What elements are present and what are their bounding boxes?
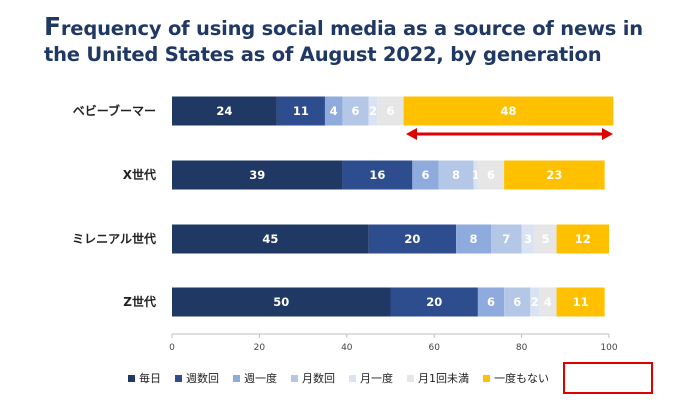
bar-segment [456,224,492,254]
data-label: 24 [216,104,232,118]
category-label: ベビーブーマー [73,103,156,118]
x-tick-label: 40 [341,343,353,353]
legend-label: 一度もない [494,372,549,385]
data-label: 11 [573,295,589,309]
data-label: 8 [452,168,460,182]
data-label: 8 [470,232,478,246]
bar-segment [556,287,605,317]
bar-segment [403,96,614,126]
legend-label: 月一度 [360,372,393,385]
data-label: 7 [502,232,510,246]
data-label: 4 [544,295,552,309]
data-label: 6 [352,104,360,118]
bar-segment [172,160,343,190]
bar-segment [473,160,478,190]
legend-item: 月一度 [349,370,393,386]
legend-swatch [291,374,298,382]
legend-item: 月1回未満 [407,370,469,386]
x-tick-label: 0 [169,343,175,353]
annotation-arrow-head-right [602,128,613,140]
legend-swatch [407,374,414,382]
data-label: 6 [386,104,394,118]
legend-label: 週数回 [186,372,219,385]
bar-segment [342,96,369,126]
bar-segment [438,160,474,190]
bar-segment [504,287,531,317]
legend-label: 週一度 [244,372,277,385]
data-label: 6 [487,295,495,309]
category-label: Z世代 [123,294,156,309]
bar-segment [521,224,535,254]
legend-highlight-box [563,362,653,394]
legend-label: 月1回未満 [418,372,469,385]
bar-segment [530,287,540,317]
data-label: 39 [249,168,265,182]
chart-title: Frequency of using social media as a sou… [44,14,664,68]
data-label: 11 [293,104,309,118]
bar-segment [172,287,391,317]
data-label: 2 [531,295,539,309]
category-label: ミレニアル世代 [72,231,156,246]
data-label: 3 [524,232,532,246]
data-label: 5 [542,232,550,246]
bar-segment [324,96,343,126]
legend-swatch [349,374,356,382]
data-label: 4 [330,104,338,118]
x-tick-label: 80 [516,343,528,353]
chart-legend: 毎日 週数回 週一度 月数回 月一度 月1回未満 一度もない [128,366,549,390]
bar-segment [412,160,439,190]
bar-segment [491,224,522,254]
legend-swatch [483,374,490,382]
bar-segment [368,96,378,126]
bar-segment [172,96,277,126]
annotation-arrow-head-left [406,128,417,140]
data-label: 6 [421,168,429,182]
x-tick-label: 60 [428,343,440,353]
legend-swatch [175,374,182,382]
legend-item: 週一度 [233,370,277,386]
legend-item: 毎日 [128,370,161,386]
legend-item: 一度もない [483,370,549,386]
bar-segment [534,224,557,254]
legend-label: 毎日 [139,372,161,385]
data-label: 48 [500,104,516,118]
data-label: 20 [404,232,420,246]
bar-segment [172,224,369,254]
legend-swatch [233,374,240,382]
data-label: 1 [472,168,480,182]
bar-segment [342,160,413,190]
bar-segment [377,96,404,126]
legend-label: 月数回 [302,372,335,385]
legend-item: 月数回 [291,370,335,386]
data-label: 12 [575,232,591,246]
x-tick-label: 20 [254,343,266,353]
legend-swatch [128,374,135,382]
chart-title-initial: F [44,12,61,41]
data-label: 2 [369,104,377,118]
bar-segment [504,160,605,190]
data-label: 50 [273,295,289,309]
data-label: 23 [546,168,562,182]
data-label: 45 [262,232,278,246]
data-label: 6 [513,295,521,309]
bar-segment [556,224,609,254]
data-label: 6 [487,168,495,182]
bar-segment [390,287,478,317]
x-tick-label: 100 [600,343,617,353]
category-label: X世代 [123,167,156,182]
bar-segment [477,160,505,190]
data-label: 20 [426,295,442,309]
bar-segment [276,96,325,126]
bar-segment [539,287,557,317]
data-label: 16 [369,168,385,182]
chart-title-rest: requency of using social media as a sour… [44,17,643,66]
legend-item: 週数回 [175,370,219,386]
bar-segment [477,287,505,317]
bar-segment [368,224,457,254]
